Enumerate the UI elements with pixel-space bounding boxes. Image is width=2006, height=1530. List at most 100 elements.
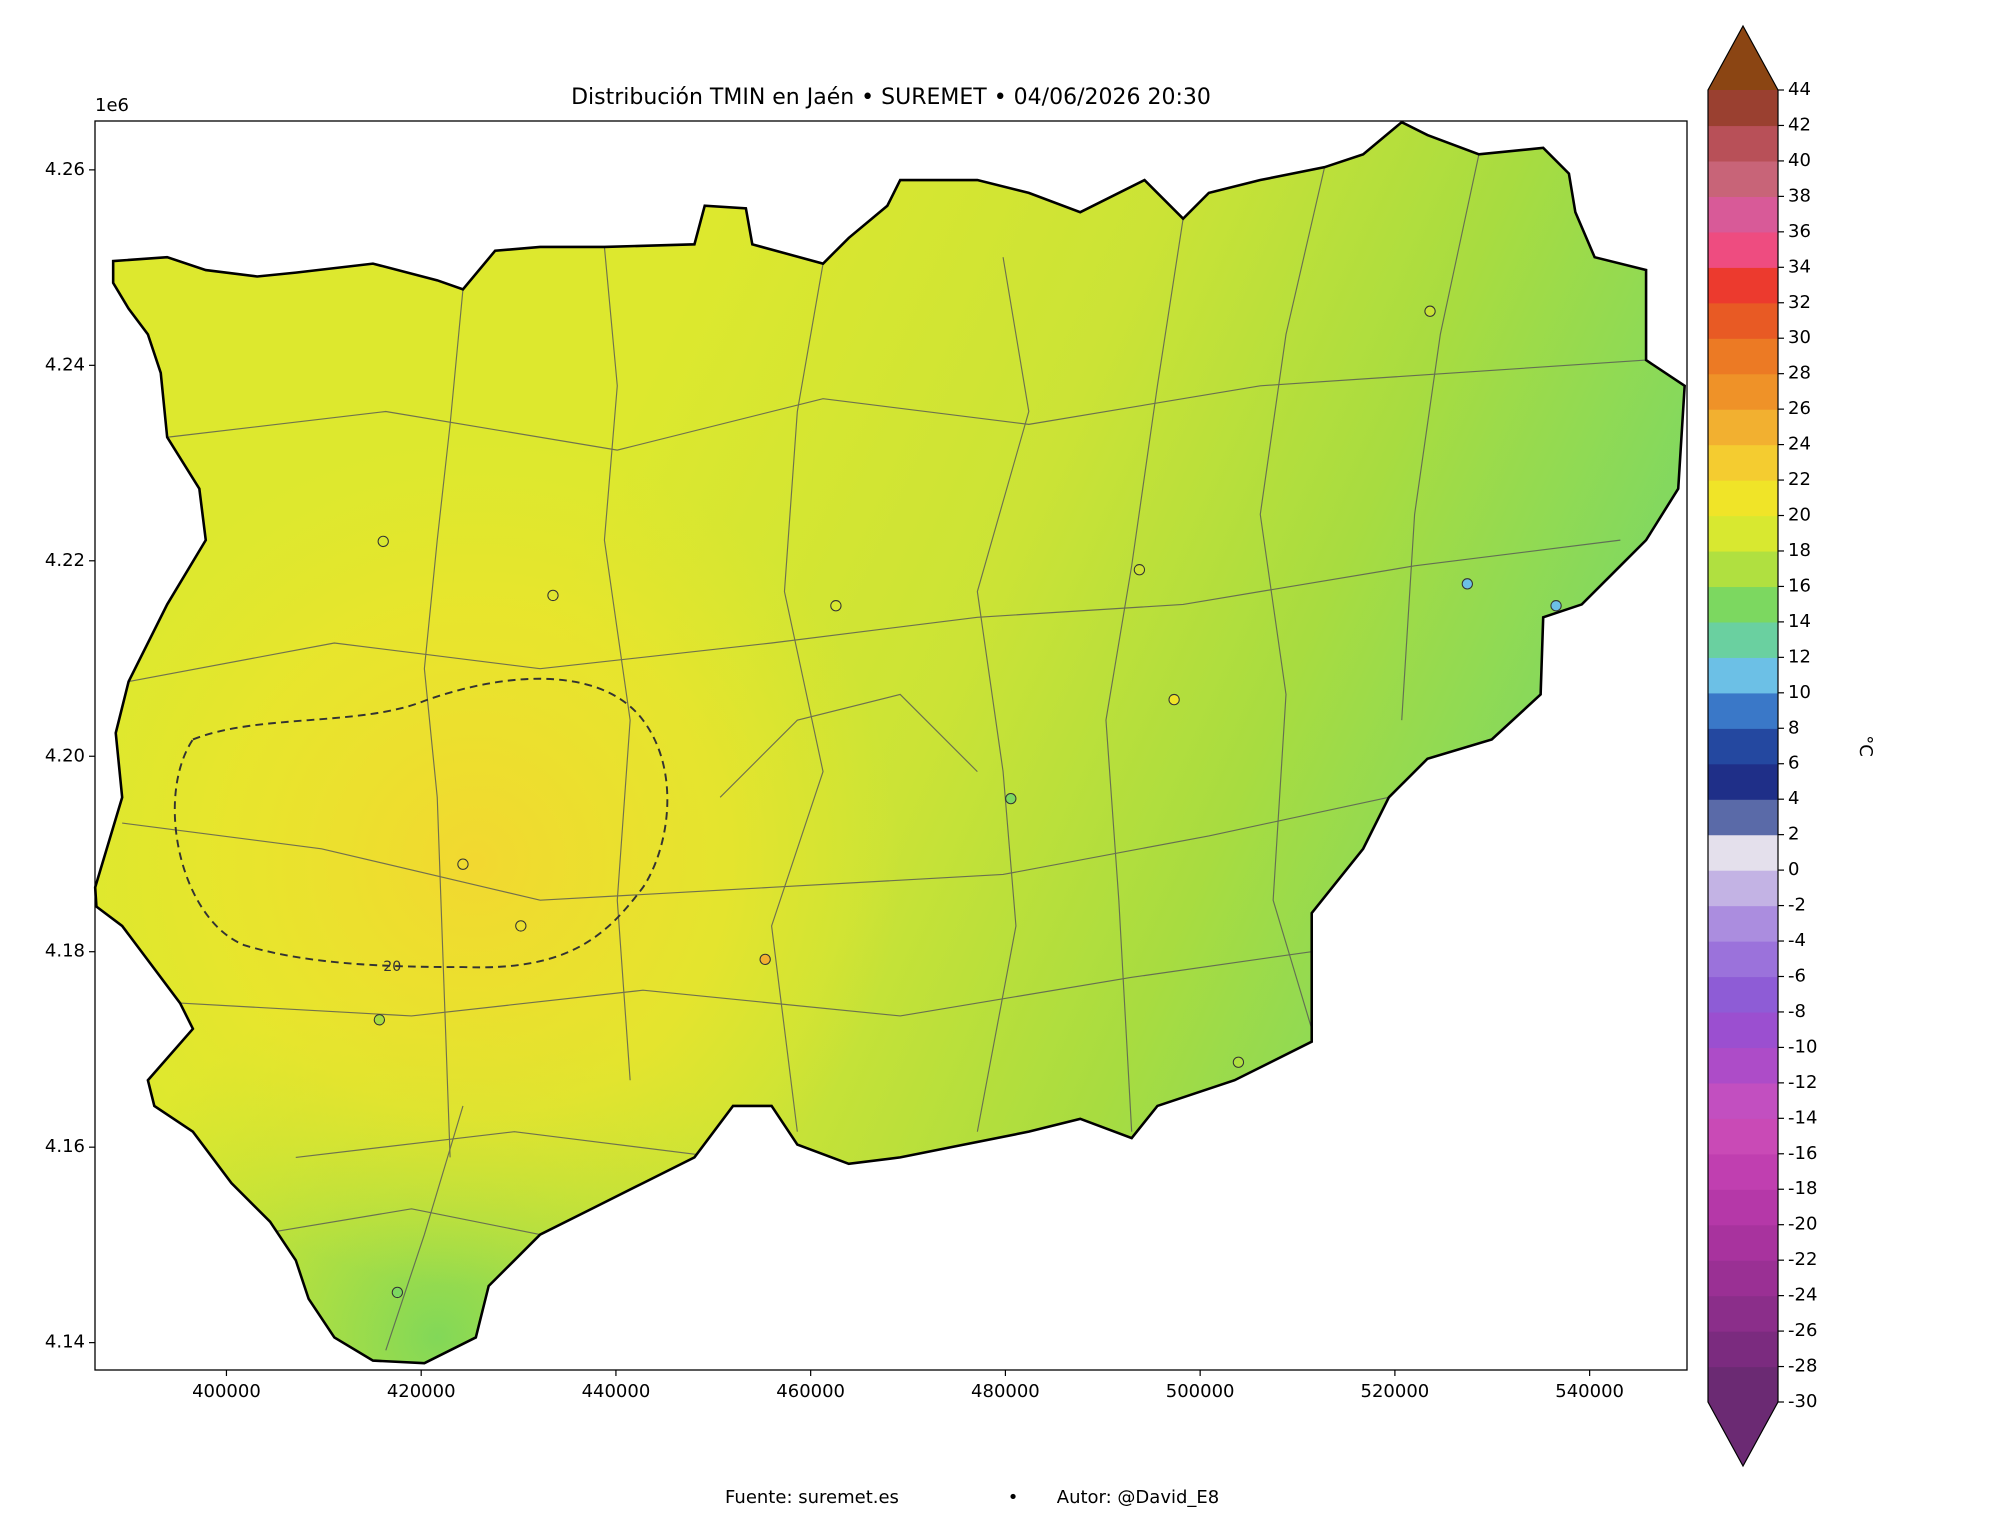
y-tick-label: 4.20 [45,745,85,766]
colorbar-tick-label: -28 [1788,1356,1817,1377]
y-tick-label: 4.26 [45,159,85,180]
x-tick-label: 440000 [582,1381,651,1402]
colorbar-bin [1708,1224,1778,1261]
footer-author: Autor: @David_E8 [1057,1487,1219,1508]
colorbar-tick-label: 42 [1788,114,1811,135]
colorbar-tick-label: -22 [1788,1249,1817,1270]
stations [373,305,1562,1329]
colorbar-tick-label: 6 [1788,753,1799,774]
colorbar-bin [1708,799,1778,836]
offset-label: 1e6 [95,95,129,116]
colorbar-bin [1708,125,1778,162]
colorbar-label: °C [1855,735,1876,757]
y-tick-label: 4.14 [45,1332,85,1353]
colorbar-bin [1708,657,1778,694]
colorbar-tick-label: 36 [1788,221,1811,242]
colorbar-bin [1708,160,1778,197]
colorbar-bin [1708,231,1778,268]
colorbar-bin [1708,941,1778,978]
colorbar-tick-label: -30 [1788,1391,1817,1412]
municipality-borders [122,154,1647,1351]
colorbar-bin [1708,621,1778,658]
colorbar-over [1708,26,1778,90]
contour-line [173,677,669,969]
x-tick-label: 400000 [192,1381,261,1402]
colorbar-bin [1708,90,1778,127]
colorbar-tick-label: -4 [1788,930,1806,951]
y-tick-label: 4.18 [45,941,85,962]
colorbar-tick-label: 4 [1788,788,1799,809]
colorbar-tick-label: 44 [1788,79,1811,100]
colorbar-tick-label: -26 [1788,1320,1817,1341]
colorbar-bin [1708,728,1778,765]
colorbar-tick-label: 38 [1788,185,1811,206]
temperature-field-warm [95,122,1685,1364]
colorbar-bin [1708,515,1778,552]
colorbar-bin [1708,1153,1778,1190]
colorbar-bin [1708,1047,1778,1084]
x-tick-label: 540000 [1555,1381,1624,1402]
colorbar-tick-label: -10 [1788,1036,1817,1057]
colorbar-bin [1708,480,1778,517]
colorbar-tick-label: 28 [1788,363,1811,384]
colorbar-bin [1708,1260,1778,1297]
colorbar-bin [1708,1366,1778,1403]
colorbar-bin [1708,1011,1778,1049]
y-tick-label: 4.22 [45,550,85,571]
colorbar-under [1708,1402,1778,1466]
colorbar-bin [1708,267,1778,304]
colorbar-tick-label: -14 [1788,1107,1817,1128]
contour-label: 20 [383,959,401,975]
colorbar-tick-label: 32 [1788,292,1811,313]
colorbar-bin [1708,409,1778,446]
colorbar-bin [1708,444,1778,481]
colorbar-tick-label: -20 [1788,1214,1817,1235]
x-tick-label: 500000 [1166,1381,1235,1402]
colorbar-tick-label: -6 [1788,965,1806,986]
colorbar-bin [1708,586,1778,623]
colorbar-bin [1708,1189,1778,1226]
colorbar-tick-label: 8 [1788,717,1799,738]
colorbar-bin [1708,1295,1778,1332]
colorbar-tick-label: 26 [1788,398,1811,419]
colorbar-bin [1708,763,1778,800]
colorbar-bin [1708,338,1778,375]
colorbar-tick-label: -2 [1788,895,1806,916]
colorbar-tick-label: 16 [1788,575,1811,596]
colorbar-tick-label: 2 [1788,824,1799,845]
colorbar-tick-label: -12 [1788,1072,1817,1093]
colorbar-bin [1708,1118,1778,1155]
y-tick-label: 4.16 [45,1136,85,1157]
colorbar-bin [1708,1331,1778,1368]
x-tick-label: 520000 [1361,1381,1430,1402]
x-tick-label: 420000 [387,1381,456,1402]
colorbar-bin [1708,550,1778,588]
colorbar-tick-label: 14 [1788,611,1811,632]
colorbar-tick-label: -8 [1788,1001,1806,1022]
colorbar-bin [1708,870,1778,907]
colorbar-tick-label: -16 [1788,1143,1817,1164]
footer-separator: • [1008,1487,1019,1508]
colorbar-tick-label: -18 [1788,1178,1817,1199]
colorbar-tick-label: 24 [1788,434,1811,455]
y-tick-label: 4.24 [45,354,85,375]
colorbar-bin [1708,196,1778,233]
colorbar-tick-label: 0 [1788,859,1799,880]
colorbar-tick-label: 34 [1788,256,1811,277]
colorbar-tick-label: 12 [1788,646,1811,667]
colorbar-tick-label: 10 [1788,682,1811,703]
colorbar-tick-label: -24 [1788,1285,1817,1306]
colorbar-bin [1708,905,1778,942]
colorbar-bin [1708,976,1778,1013]
title: Distribución TMIN en Jaén • SUREMET • 04… [571,85,1211,110]
colorbar-tick-label: 22 [1788,469,1811,490]
colorbar-tick-label: 40 [1788,150,1811,171]
map-area: 20 [93,120,1686,1365]
colorbar-bin [1708,1082,1778,1119]
colorbar-tick-label: 30 [1788,327,1811,348]
colorbar-bin [1708,302,1778,339]
colorbar-bin [1708,373,1778,410]
footer-source: Fuente: suremet.es [725,1487,899,1508]
plot-frame [94,120,1688,1371]
